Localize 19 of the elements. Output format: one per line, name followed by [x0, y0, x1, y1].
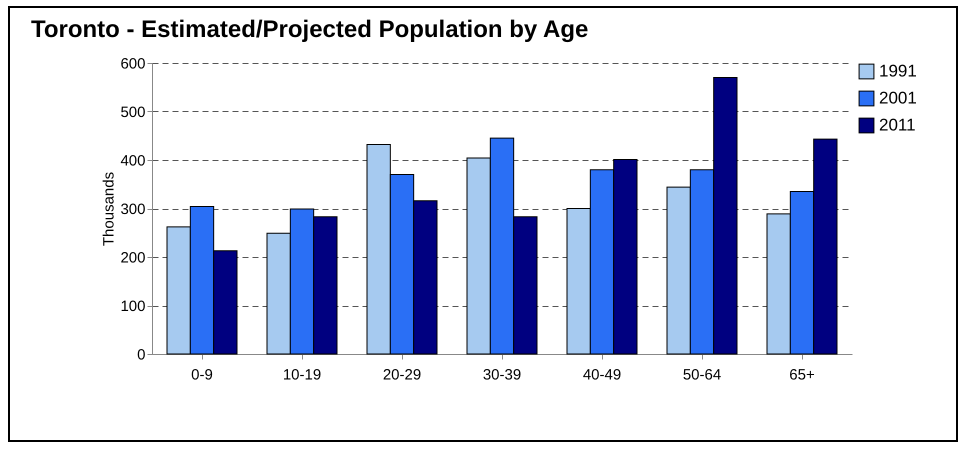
legend-label: 1991 [879, 62, 917, 80]
legend-label: 2001 [879, 88, 917, 108]
x-tick-label: 0-9 [191, 366, 213, 384]
y-tick-label: 400 [120, 152, 146, 170]
y-tick-label: 500 [120, 104, 146, 121]
y-tick-label: 0 [137, 346, 146, 364]
x-tick-label: 20-29 [382, 366, 422, 384]
x-tick-label: 65+ [789, 366, 815, 384]
y-tick-label: 600 [120, 56, 146, 72]
y-tick-label: 300 [120, 201, 146, 218]
x-tick-label: 30-39 [482, 366, 522, 384]
x-tick-label: 10-19 [282, 366, 322, 384]
y-tick-label: 200 [120, 250, 146, 266]
y-tick-label: 100 [120, 298, 146, 315]
chart-title: Toronto - Estimated/Projected Population by Age [30, 16, 588, 43]
x-tick-label: 40-49 [582, 366, 622, 384]
y-axis-title: Thousands [100, 172, 118, 246]
x-tick-label: 50-64 [682, 366, 722, 384]
legend-label: 2011 [879, 116, 916, 134]
